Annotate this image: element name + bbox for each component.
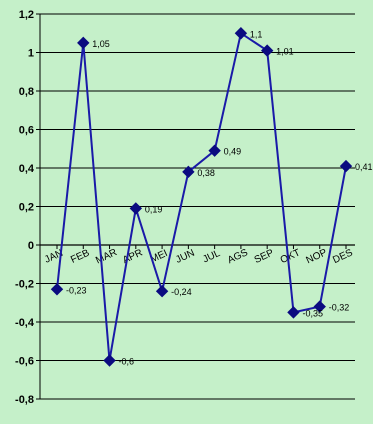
x-tick-labels: JAN FEB MAR APR MEI JUN JUL AGS SEP OKT NOP DES <box>43 247 355 266</box>
gridlines <box>36 13 355 400</box>
data-label-mar: -0,6 <box>119 357 135 367</box>
series-markers <box>50 27 353 367</box>
y-tick-label-10: -0,8 <box>15 394 34 406</box>
x-tick-label-des: DES <box>331 247 355 266</box>
x-tick-label-jun: JUN <box>174 248 196 266</box>
data-label-jul: 0,49 <box>224 147 242 157</box>
y-tick-label-3: 0,6 <box>19 125 34 137</box>
y-tick-label-5: 0,2 <box>19 202 34 214</box>
point-nop <box>313 300 326 313</box>
data-label-des: 0,41 <box>355 162 373 172</box>
point-okt <box>287 306 300 319</box>
data-label-apr: 0,19 <box>145 204 163 214</box>
point-ags <box>234 27 248 40</box>
data-label-jan: -0,23 <box>66 285 87 295</box>
data-label-okt: -0,35 <box>302 308 323 318</box>
x-tick-label-sep: SEP <box>253 247 276 266</box>
x-tick-label-jul: JUL <box>201 248 222 266</box>
point-jun <box>182 165 195 179</box>
x-tick-label-apr: APR <box>121 247 144 266</box>
y-tick-label-7: -0,2 <box>15 279 34 291</box>
point-des <box>339 159 353 173</box>
y-tick-label-0: 1,2 <box>19 9 34 21</box>
y-tick-label-8: -0,4 <box>15 317 35 329</box>
data-label-sep: 1,01 <box>276 47 294 57</box>
point-sep <box>260 44 274 57</box>
data-labels: -0,23 1,05 -0,6 0,19 -0,24 0,38 0,49 1,1 1,01 -0,… <box>66 29 373 366</box>
data-label-ags: 1,1 <box>250 29 263 39</box>
y-tick-labels: 1,2 1 0,8 0,6 0,4 0,2 0 -0,2 -0,4 -0,6 -0,8 <box>15 9 35 406</box>
point-mei <box>155 284 169 298</box>
x-tick-label-nop: NOP <box>305 247 330 266</box>
point-jul <box>208 144 221 157</box>
data-label-jun: 0,38 <box>197 168 215 178</box>
point-mar <box>103 354 116 367</box>
data-label-mei: -0,24 <box>171 287 192 297</box>
point-feb <box>77 36 90 50</box>
point-jan <box>50 283 64 296</box>
y-tick-label-4: 0,4 <box>19 163 35 175</box>
x-tick-label-ags: AGS <box>226 247 250 266</box>
y-tick-label-1: 1 <box>28 48 34 60</box>
y-tick-label-9: -0,6 <box>15 356 34 368</box>
x-tick-label-feb: FEB <box>69 248 92 266</box>
data-label-feb: 1,05 <box>92 39 110 49</box>
y-tick-label-6: 0 <box>28 240 34 252</box>
x-tick-label-mar: MAR <box>94 247 119 266</box>
data-label-nop: -0,32 <box>329 303 350 313</box>
y-tick-label-2: 0,8 <box>19 86 34 98</box>
point-apr <box>129 202 143 215</box>
x-tick-label-okt: OKT <box>279 247 302 266</box>
